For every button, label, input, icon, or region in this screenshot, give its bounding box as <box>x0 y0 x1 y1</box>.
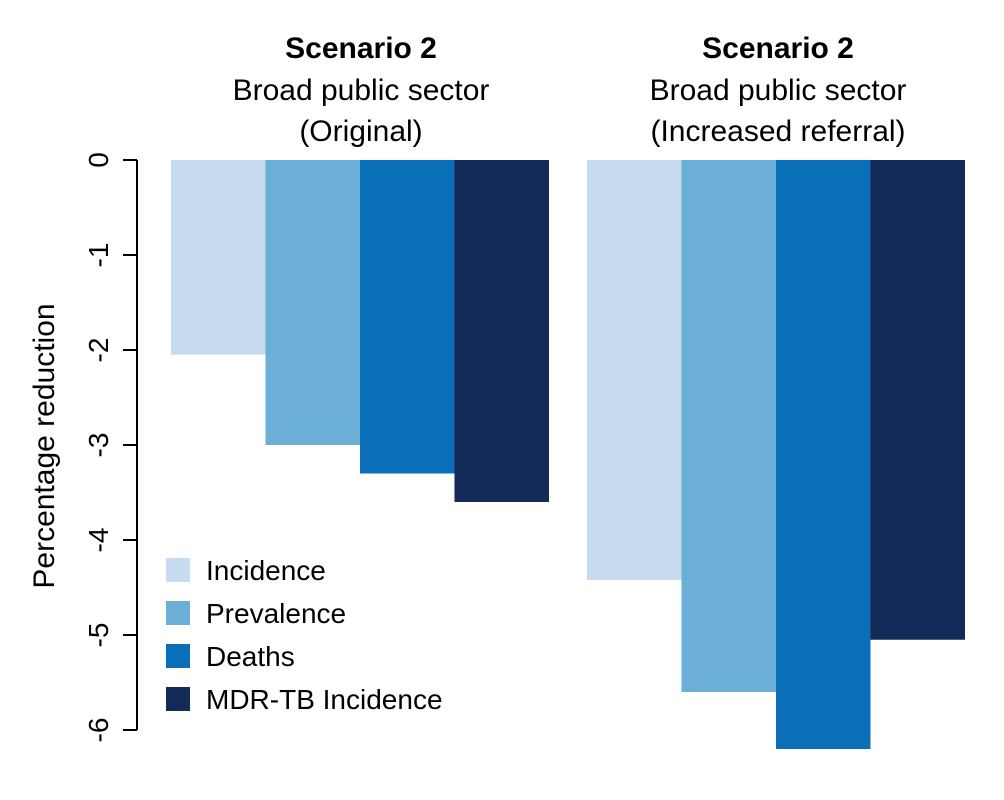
legend: Incidence Prevalence Deaths MDR-TB Incidenc… <box>166 555 443 715</box>
bar-panel1-mdr-tb-incidence <box>454 160 549 502</box>
legend-label: MDR-TB Incidence <box>206 684 443 715</box>
legend-swatch <box>166 558 190 582</box>
bar-panel2-mdr-tb-incidence <box>870 160 965 640</box>
bar-panel1-incidence <box>171 160 266 355</box>
bar-panel1-prevalence <box>265 160 360 445</box>
y-tick-label: -6 <box>83 718 114 743</box>
y-tick-label: 0 <box>83 152 114 168</box>
panel-2-title: Scenario 2 <box>702 32 854 65</box>
panel-2-subtitle-line2: (Increased referral) <box>650 115 905 148</box>
y-axis-ticks: 0 -1 -2 -3 -4 -5 -6 <box>83 152 137 742</box>
y-tick-label: -1 <box>83 243 114 268</box>
y-tick-label: -2 <box>83 338 114 363</box>
bar-panel1-deaths <box>360 160 455 474</box>
y-tick-label: -4 <box>83 528 114 553</box>
y-tick-label: -3 <box>83 433 114 458</box>
legend-label: Deaths <box>206 641 295 672</box>
bar-panel2-incidence <box>587 160 682 580</box>
legend-swatch <box>166 601 190 625</box>
legend-swatch <box>166 687 190 711</box>
y-axis-label: Percentage reduction <box>28 303 61 588</box>
panel-1-subtitle-line2: (Original) <box>299 115 422 148</box>
panel-1-subtitle-line1: Broad public sector <box>233 74 490 107</box>
panel-2-subtitle-line1: Broad public sector <box>650 74 907 107</box>
legend-swatch <box>166 644 190 668</box>
bar-panel2-prevalence <box>681 160 776 692</box>
bar-group <box>171 160 965 749</box>
panel-1-title: Scenario 2 <box>285 32 437 65</box>
y-tick-label: -5 <box>83 623 114 648</box>
legend-label: Incidence <box>206 555 326 586</box>
bar-panel2-deaths <box>776 160 871 749</box>
legend-label: Prevalence <box>206 598 346 629</box>
